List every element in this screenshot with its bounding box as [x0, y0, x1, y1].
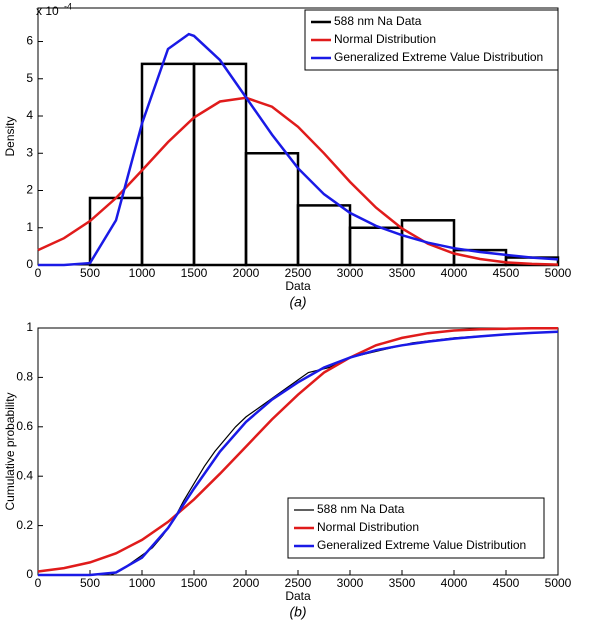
legend-box [304, 9, 559, 71]
y-tick-label: 1 [26, 220, 33, 234]
x-tick-label: 5000 [545, 576, 572, 590]
x-axis-label: Data [285, 589, 311, 603]
y-tick-label: 1 [26, 320, 33, 334]
y-tick-label: 0.6 [16, 419, 33, 433]
series-line [38, 32, 559, 267]
x-tick-label: 5000 [545, 266, 572, 280]
y-tick-label: 0.4 [16, 468, 33, 482]
legend-label: 588 nm Na Data [334, 14, 422, 28]
x-tick-label: 1000 [129, 576, 156, 590]
y-tick-label: 0 [26, 257, 33, 271]
y-tick-label: 6 [26, 34, 33, 48]
x-tick-label: 2000 [233, 576, 260, 590]
chart-panel: 0 500 1000 1500 2000 2500 3000 3500 4000 4500 5000… [3, 1, 571, 309]
x-tick-label: 2500 [285, 576, 312, 590]
y-axis-label: Cumulative probability [3, 392, 17, 510]
chart-panel: 0 500 1000 1500 2000 2500 3000 3500 4000 4500 5000… [3, 320, 571, 620]
series-line [37, 326, 558, 573]
x-tick-label: 2000 [233, 266, 260, 280]
histogram-bar [400, 219, 456, 267]
y-tick-label: 3 [26, 145, 33, 159]
x-tick-label: 1000 [129, 266, 156, 280]
y-tick-label: 0.8 [16, 370, 33, 384]
x-tick-label: 3000 [337, 266, 364, 280]
x-tick-label: 3500 [389, 266, 416, 280]
x-tick-label: 0 [35, 266, 42, 280]
x-tick-label: 2500 [285, 266, 312, 280]
y-tick-label: 2 [26, 183, 33, 197]
legend-label: Normal Distribution [334, 32, 436, 46]
x-tick-label: 500 [80, 266, 100, 280]
y-tick-label: 5 [26, 71, 33, 85]
x-tick-label: 1500 [181, 266, 208, 280]
caption: (b) [289, 604, 306, 620]
x-tick-label: 3500 [389, 576, 416, 590]
x-tick-label: 4000 [441, 266, 468, 280]
legend-label: Generalized Extreme Value Distribution [317, 538, 526, 552]
caption: (a) [289, 294, 306, 310]
legend-label: 588 nm Na Data [317, 502, 405, 516]
y-axis-label: Density [3, 116, 17, 156]
x-tick-label: 1500 [181, 576, 208, 590]
legend-box [287, 497, 545, 559]
x-tick-label: 4500 [493, 266, 520, 280]
x-axis-label: Data [285, 279, 311, 293]
y-tick-label: 4 [26, 108, 33, 122]
x-tick-label: 500 [80, 576, 100, 590]
x-tick-label: 0 [35, 576, 42, 590]
y-multiplier: x 10 [36, 4, 59, 18]
y-tick-label: 0.2 [16, 518, 33, 532]
legend-label: Normal Distribution [317, 520, 419, 534]
x-tick-label: 4500 [493, 576, 520, 590]
y-multiplier-exponent: -4 [64, 1, 72, 11]
legend-label: Generalized Extreme Value Distribution [334, 50, 543, 64]
x-tick-label: 4000 [441, 576, 468, 590]
y-tick-label: 0 [26, 567, 33, 581]
x-tick-label: 3000 [337, 576, 364, 590]
series-line [38, 330, 559, 577]
